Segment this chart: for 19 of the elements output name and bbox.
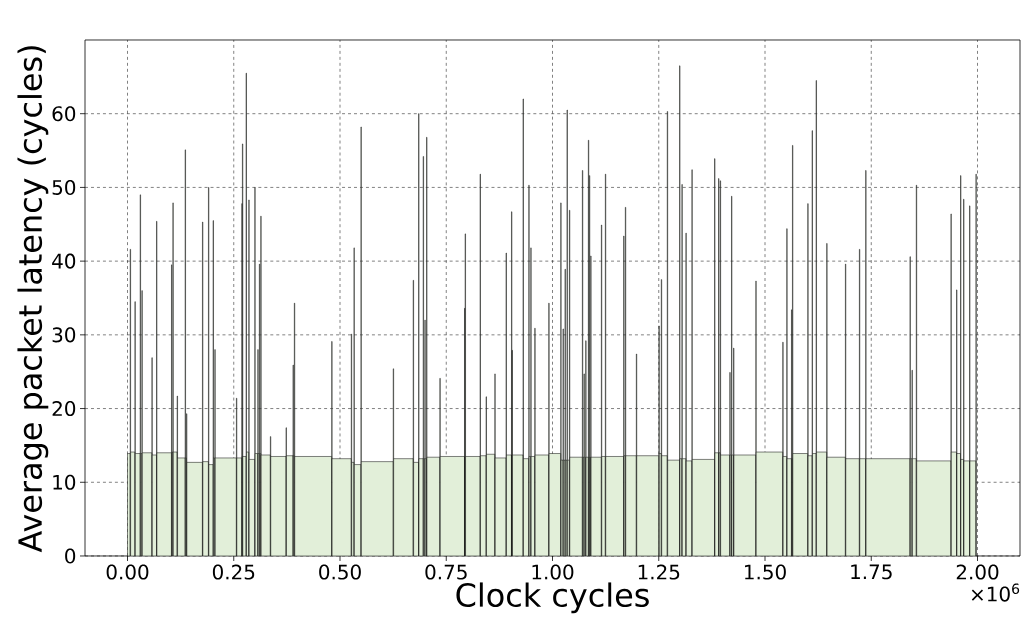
- y-tick-label: 20: [52, 401, 76, 417]
- x-tick-label: 0.25: [212, 564, 255, 580]
- x-tick-label: 0.00: [106, 564, 149, 580]
- y-tick-label: 0: [65, 548, 76, 564]
- y-axis-title: Average packet latency (cycles): [17, 46, 49, 553]
- x-tick-label: 1.00: [532, 564, 574, 580]
- x-tick-label: 1.50: [745, 564, 786, 580]
- y-tick-label: 10: [53, 474, 76, 490]
- x-tick-label: 1.75: [851, 564, 892, 580]
- y-tick-label: 50: [52, 179, 76, 195]
- x-axis-title: Clock cycles: [456, 582, 649, 614]
- x-tick-label: 1.25: [638, 564, 680, 580]
- text: ×10$^{6}$: [971, 583, 1020, 602]
- y-tick-label: 30: [52, 327, 76, 343]
- x-tick-label: 0.75: [425, 564, 467, 580]
- y-tick-label: 60: [52, 106, 76, 122]
- x-tick-label: 0.50: [319, 564, 361, 580]
- y-tick-label: 40: [52, 253, 76, 269]
- x-tick-label: 2.00: [956, 564, 999, 580]
